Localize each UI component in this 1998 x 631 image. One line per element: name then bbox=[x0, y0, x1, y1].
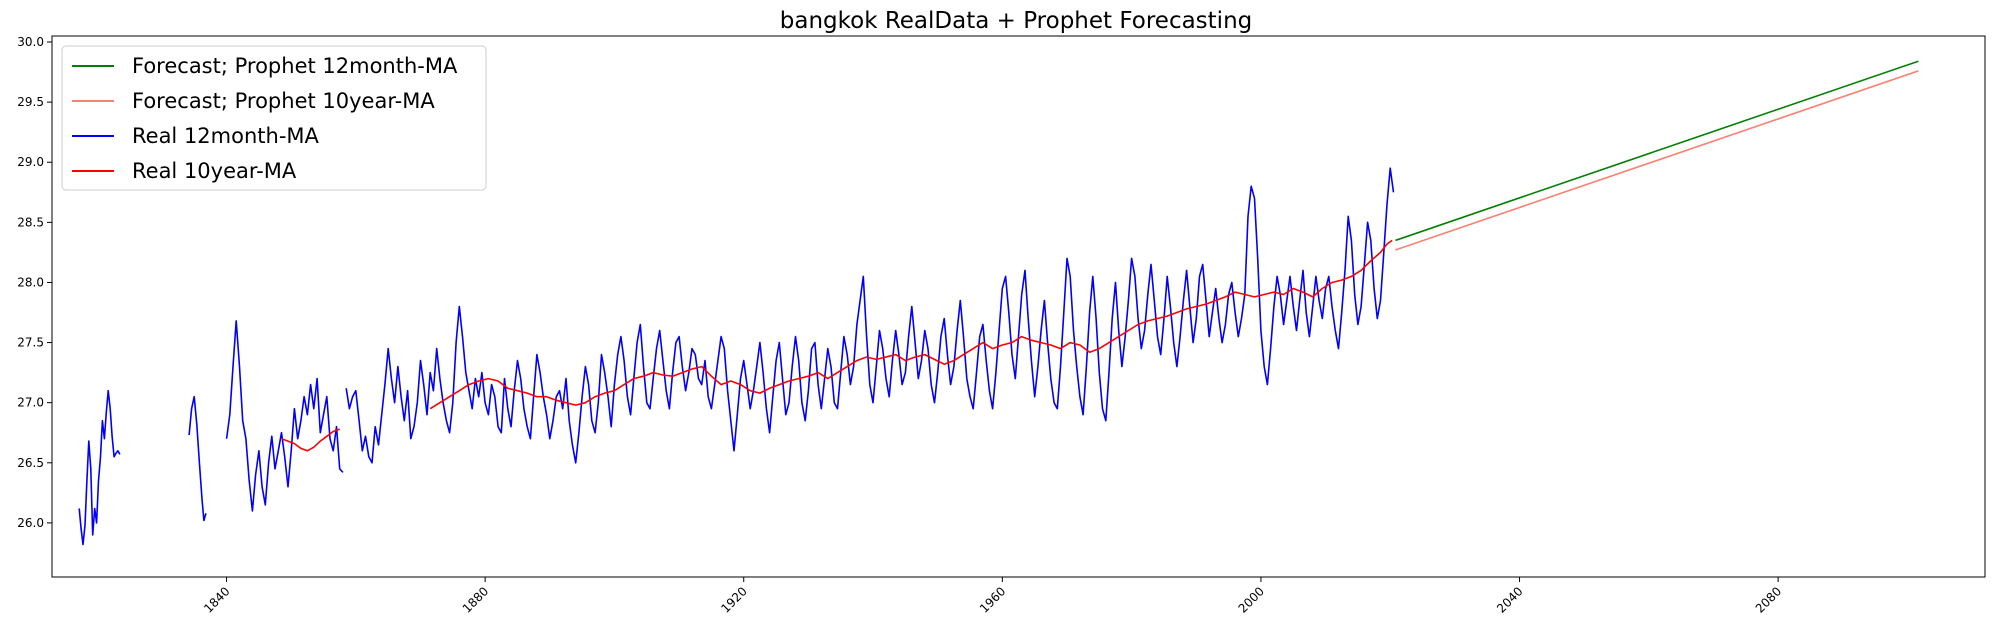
x-tick-label: 2040 bbox=[1494, 584, 1525, 615]
x-tick-label: 1840 bbox=[201, 584, 232, 615]
legend-label: Real 10year-MA bbox=[132, 159, 297, 183]
y-tick-label: 27.5 bbox=[17, 336, 44, 350]
y-tick-label: 28.5 bbox=[17, 215, 44, 229]
real-12month-ma-line bbox=[345, 167, 1395, 464]
legend-label: Real 12month-MA bbox=[132, 124, 320, 148]
real-12month-ma-line bbox=[78, 389, 121, 546]
y-tick-label: 29.5 bbox=[17, 95, 44, 109]
legend-box bbox=[61, 45, 487, 191]
legend-label: Forecast; Prophet 10year-MA bbox=[132, 89, 435, 113]
x-tick-label: 2000 bbox=[1236, 584, 1267, 615]
y-tick-label: 30.0 bbox=[17, 35, 44, 49]
real-10year-ma-line bbox=[281, 428, 340, 452]
real-10year-ma-line bbox=[429, 239, 1393, 410]
y-axis: 26.0 26.5 27.0 27.5 28.0 28.5 29.0 29.5 30.0 bbox=[17, 35, 52, 530]
y-tick-label: 26.5 bbox=[17, 456, 44, 470]
forecast-12month-ma-line bbox=[1395, 60, 1919, 242]
y-tick-label: 29.0 bbox=[17, 155, 44, 169]
plot-area bbox=[78, 60, 1919, 546]
x-tick-label: 1920 bbox=[718, 584, 749, 615]
legend: Forecast; Prophet 12month-MA Forecast; Pr… bbox=[61, 45, 487, 191]
plot-frame bbox=[51, 35, 1986, 578]
legend-label: Forecast; Prophet 12month-MA bbox=[132, 54, 458, 78]
x-tick-label: 2080 bbox=[1753, 584, 1784, 615]
y-tick-label: 26.0 bbox=[17, 516, 44, 530]
chart-title: bangkok RealData + Prophet Forecasting bbox=[780, 8, 1253, 34]
y-tick-label: 28.0 bbox=[17, 275, 44, 289]
x-tick-label: 1880 bbox=[460, 584, 491, 615]
x-axis: 1840 1880 1920 1960 2000 2040 2080 bbox=[201, 577, 1784, 616]
forecast-10year-ma-line bbox=[1395, 70, 1919, 251]
real-12month-ma-line bbox=[225, 320, 344, 512]
real-12month-ma-line bbox=[188, 395, 207, 522]
y-tick-label: 27.0 bbox=[17, 396, 44, 410]
x-tick-label: 1960 bbox=[977, 584, 1008, 615]
